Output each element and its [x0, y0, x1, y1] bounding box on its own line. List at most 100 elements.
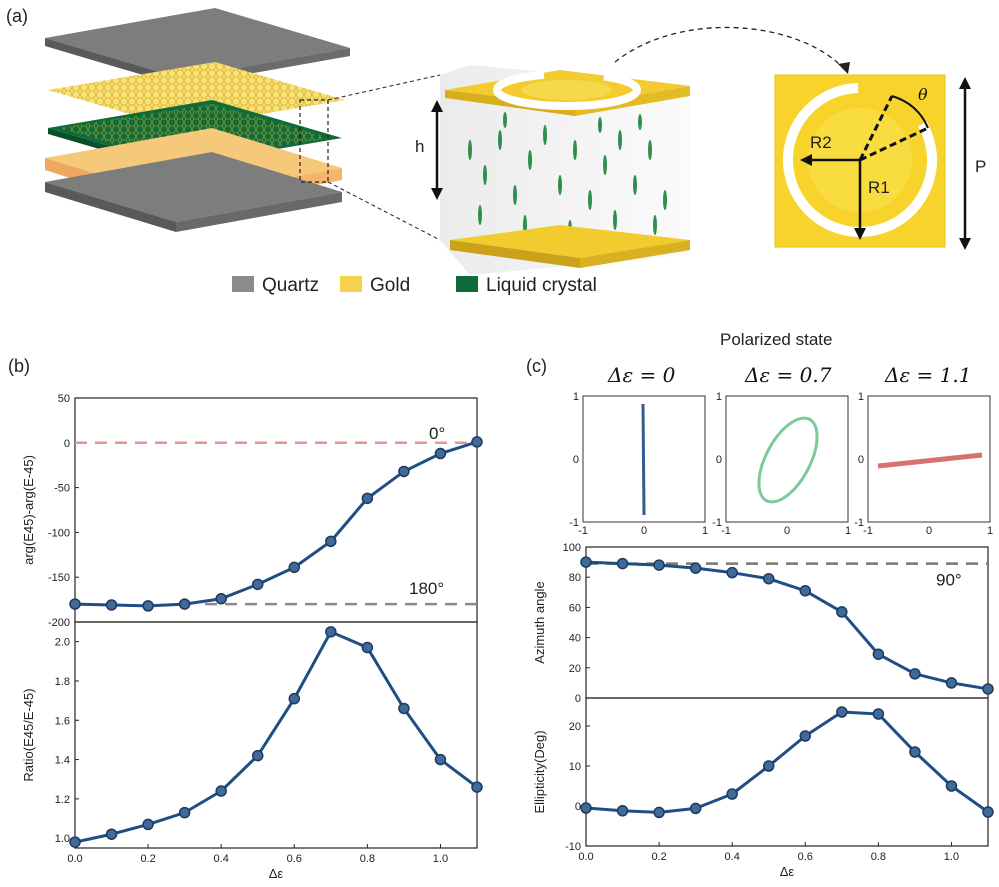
- chart-amplitude_ratio: 2.0 1.8 1.6 1.4 1.2 1.0 0.0 0.2 0.4 0.6 0.8 1.0 Δε Ra…: [21, 621, 483, 881]
- ellipticity-ytick-label: 0: [575, 801, 581, 813]
- phase_difference-ylabel: arg(E45)-arg(E-45): [21, 455, 36, 565]
- ellipticity-data-point: [726, 788, 738, 800]
- inset-1-xtick: 0: [784, 525, 790, 537]
- phase_difference-ytick-label: 0: [64, 438, 70, 450]
- ellipticity-xtick-label: 0.4: [725, 851, 740, 863]
- panel-label-b: (b): [8, 356, 30, 376]
- ellipticity-data-point: [689, 802, 702, 815]
- azimuth_angle-data-point: [872, 648, 885, 660]
- inset-1-ytick: -1: [712, 517, 722, 529]
- phase_difference-ytick-label: -200: [48, 617, 70, 629]
- amplitude_ratio-xtick-label: 0.2: [140, 853, 155, 865]
- amplitude_ratio-xtick-label: 0.8: [360, 853, 375, 865]
- inset-0-ytick: -1: [569, 517, 579, 529]
- unit-cell-top-view: R2 R1 θ P: [774, 74, 986, 250]
- azimuth_angle-data-point: [982, 683, 994, 695]
- azimuth_angle-ylabel: Azimuth angle: [532, 581, 547, 663]
- amplitude_ratio-data-point: [471, 781, 483, 793]
- r1-label: R1: [868, 178, 890, 197]
- azimuth_angle-data-point: [580, 556, 592, 568]
- amplitude_ratio-data-point: [142, 818, 154, 831]
- legend-swatch-liquid-crystal: [456, 276, 478, 292]
- phase_difference-series-line: [74, 440, 478, 608]
- phase_difference-data-point: [215, 592, 227, 605]
- inset-plot-1: [725, 395, 849, 523]
- phase_difference-reference-label: 0°: [429, 424, 445, 443]
- inset-plot-0: [582, 395, 706, 523]
- inset-1-ytick: 0: [716, 454, 722, 466]
- polarized-state-title: Polarized state: [720, 330, 832, 349]
- ellipticity-data-point: [945, 780, 958, 792]
- amplitude_ratio-data-point: [178, 806, 191, 819]
- inset-label-0: Δε = 0: [607, 363, 676, 387]
- azimuth_angle-ytick-label: 80: [569, 572, 581, 584]
- azimuth_angle-data-point: [909, 668, 921, 680]
- azimuth_angle-data-point: [653, 559, 665, 571]
- ellipticity-ytick-label: -10: [565, 841, 581, 853]
- amplitude_ratio-data-point: [215, 785, 227, 797]
- amplitude_ratio-data-point: [434, 753, 447, 766]
- amplitude_ratio-series-line: [74, 630, 478, 844]
- amplitude_ratio-data-point: [251, 749, 264, 762]
- amplitude_ratio-ytick-label: 1.0: [55, 833, 70, 845]
- ellipticity-frame: [585, 697, 989, 847]
- chart-ellipticity: 20 10 0 -100.0 0.2 0.4 0.6 0.8 1.0 Δε Ellipticity(…: [532, 697, 994, 879]
- ellipticity-data-point: [799, 730, 812, 742]
- ellipticity-data-point: [580, 802, 592, 814]
- ellipticity-ytick-label: 20: [569, 721, 581, 733]
- phase_difference-ytick-label: -100: [48, 527, 70, 539]
- legend-liquid-crystal: Liquid crystal: [486, 275, 597, 296]
- r2-label: R2: [810, 133, 832, 152]
- inset-label-1: Δε = 0.7: [744, 363, 832, 387]
- amplitude_ratio-xtick-label: 0.4: [214, 853, 229, 865]
- amplitude_ratio-xtick-label: 1.0: [433, 853, 448, 865]
- inset-2-ytick: 1: [858, 391, 864, 403]
- phase_difference-data-point: [142, 600, 154, 612]
- inset-2-ytick: 0: [858, 454, 864, 466]
- azimuth_angle-data-point: [799, 585, 812, 597]
- amplitude_ratio-frame: [74, 621, 478, 849]
- inset-0-xtick: -1: [578, 525, 588, 537]
- amplitude_ratio-data-point: [325, 626, 337, 638]
- inset-plot-2: [867, 395, 991, 523]
- legend-gold: Gold: [370, 275, 410, 296]
- phase_difference-data-point: [69, 598, 81, 610]
- phase_difference-data-point: [178, 598, 191, 610]
- ellipticity-xtick-label: 0.2: [651, 851, 666, 863]
- amplitude_ratio-data-point: [288, 692, 301, 705]
- polarization-trace-0: [641, 403, 646, 516]
- azimuth_angle-data-point: [726, 566, 738, 579]
- ellipticity-data-point: [836, 706, 848, 718]
- phase_difference-data-point: [361, 492, 374, 505]
- azimuth_angle-data-point: [616, 557, 629, 570]
- azimuth_angle-series-line: [585, 560, 989, 691]
- inset-1-xtick: -1: [721, 525, 731, 537]
- amplitude_ratio-ytick-label: 1.6: [55, 715, 70, 727]
- ellipticity-data-point: [653, 806, 665, 819]
- amplitude_ratio-xtick-label: 0.6: [287, 853, 302, 865]
- inset-2-ytick: -1: [854, 517, 864, 529]
- phase_difference-data-point: [105, 599, 118, 611]
- azimuth_angle-reference-label: 90°: [936, 571, 962, 590]
- amplitude_ratio-data-point: [398, 702, 410, 715]
- device-schematic: h R2 R1 θ P Quartz Gold Liquid crystal: [45, 8, 986, 296]
- inset-1-ytick: 1: [716, 391, 722, 403]
- phase_difference-data-point: [251, 578, 264, 591]
- ellipticity-data-point: [616, 805, 629, 817]
- amplitude_ratio-data-point: [105, 828, 118, 840]
- layer-stack: [45, 8, 441, 241]
- legend-swatch-quartz: [232, 276, 254, 292]
- azimuth_angle-ytick-label: 100: [563, 542, 581, 554]
- azimuth_angle-frame: [585, 546, 989, 699]
- inset-2-xtick: 0: [926, 525, 932, 537]
- inset-0-xtick: 1: [702, 525, 708, 537]
- inset-label-2: Δε = 1.1: [884, 363, 971, 387]
- ellipticity-xtick-label: 0.0: [578, 851, 593, 863]
- ellipticity-data-point: [872, 708, 885, 720]
- legend-swatch-gold: [340, 276, 362, 292]
- azimuth_angle-data-point: [762, 572, 775, 585]
- amplitude_ratio-xtick-label: 0.0: [67, 853, 82, 865]
- amplitude_ratio-ytick-label: 1.4: [55, 755, 70, 767]
